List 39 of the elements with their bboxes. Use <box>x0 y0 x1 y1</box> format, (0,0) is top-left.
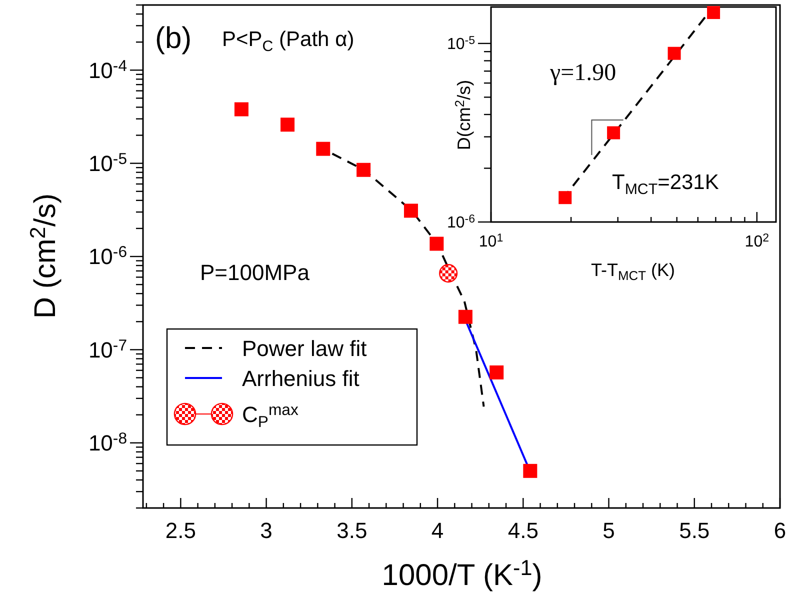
point <box>234 102 248 116</box>
point <box>356 162 371 177</box>
x-axis-title: 1000/T (K$^{-1}$) <box>382 555 542 592</box>
x-tick-label: 10$^{2}$ <box>744 232 769 250</box>
x-tick-label: 4 <box>431 518 444 543</box>
y-tick-label: 10$^{-7}$ <box>88 337 127 362</box>
x-tick-label: 5 <box>602 518 615 543</box>
x-tick-label: 10$^{1}$ <box>478 232 504 250</box>
x-tick-label: 5.5 <box>679 518 710 543</box>
y-tick-label: 10$^{-6}$ <box>446 213 475 232</box>
x-tick-label: 3.5 <box>336 518 368 543</box>
annotation: P<P$_{C}$ (Path α) <box>222 28 354 54</box>
point <box>523 464 538 478</box>
point <box>316 142 330 156</box>
point <box>707 6 720 20</box>
y-tick-label: 10$^{-8}$ <box>88 430 128 456</box>
point <box>607 126 620 140</box>
x-tick-label: 3 <box>260 518 272 543</box>
x-tick-label: 6 <box>774 518 786 543</box>
annotation: γ=1.90 <box>549 60 616 86</box>
point <box>280 118 295 132</box>
x-tick-label: 2.5 <box>165 518 196 543</box>
x-tick-label: 4.5 <box>508 518 538 543</box>
y-tick-label: 10$^{-5}$ <box>88 150 128 176</box>
x-axis-title: T-T$_{MCT}$ (K) <box>590 260 676 283</box>
annotation: T$_{MCT}$=231K <box>612 171 719 198</box>
point <box>458 310 472 324</box>
legend-label: Power law fit <box>242 336 367 361</box>
y-tick-label: 10$^{-4}$ <box>88 58 128 83</box>
annotation: P=100MPa <box>200 260 310 285</box>
annotation: (b) <box>155 22 192 55</box>
point <box>558 191 572 204</box>
y-tick-label: 10$^{-5}$ <box>446 34 475 54</box>
y-tick-label: 10$^{-6}$ <box>88 244 128 270</box>
point <box>490 365 504 380</box>
point <box>439 264 458 283</box>
point <box>430 236 444 251</box>
legend-label: Arrhenius fit <box>242 366 360 391</box>
point <box>404 204 418 218</box>
